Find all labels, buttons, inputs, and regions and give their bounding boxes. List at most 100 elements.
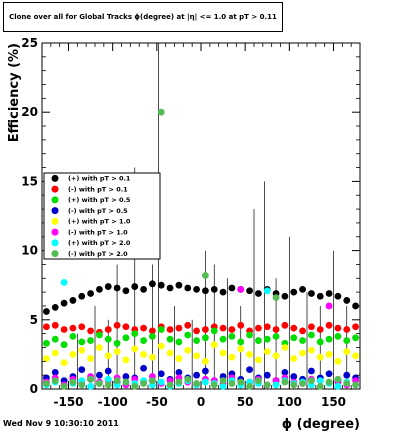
data-point: [308, 346, 315, 354]
legend-entry: (-) with pT > 2.0: [68, 250, 128, 258]
data-point: [113, 339, 121, 347]
data-point: [237, 378, 245, 386]
data-point: [316, 377, 324, 385]
data-point: [290, 373, 298, 380]
data-point: [149, 353, 156, 361]
data-point: [281, 321, 289, 329]
data-point: [113, 321, 121, 329]
data-point: [308, 367, 315, 375]
data-point: [219, 324, 227, 332]
data-point: [246, 287, 253, 295]
data-point: [87, 290, 94, 297]
data-point: [43, 339, 50, 347]
data-point: [60, 326, 68, 333]
data-point: [104, 335, 112, 343]
data-point: [210, 285, 218, 293]
data-point: [343, 337, 351, 344]
data-point: [69, 378, 77, 386]
data-point: [78, 381, 86, 389]
x-axis-label: ϕ (degree): [282, 417, 360, 432]
data-point: [308, 331, 315, 339]
data-point: [219, 382, 227, 390]
data-point: [157, 108, 165, 116]
x-tick-label: 50: [237, 395, 254, 409]
data-point: [255, 324, 262, 332]
legend-marker: [51, 217, 59, 225]
data-point: [290, 381, 298, 389]
data-point: [210, 381, 218, 389]
data-point: [281, 368, 289, 376]
data-point: [334, 375, 342, 383]
data-point: [175, 281, 183, 289]
data-point: [272, 326, 280, 333]
data-point: [166, 349, 174, 357]
data-point: [184, 321, 192, 329]
legend-entry: (+) with pT > 2.0: [68, 239, 131, 247]
data-point: [246, 366, 253, 374]
data-point: [325, 351, 333, 358]
data-point: [104, 381, 112, 389]
data-point: [272, 381, 280, 389]
data-point: [157, 281, 165, 289]
data-point: [140, 285, 147, 293]
y-axis-label: Efficiency (%): [7, 43, 22, 142]
data-point: [290, 324, 298, 332]
data-point: [175, 324, 183, 332]
x-tick-label: -150: [53, 395, 83, 409]
data-point: [352, 302, 359, 310]
data-point: [149, 377, 156, 385]
data-point: [104, 283, 112, 290]
data-point: [299, 327, 306, 335]
legend-entry: (+) with pT > 1.0: [68, 218, 131, 226]
data-point: [113, 348, 121, 356]
data-point: [87, 327, 94, 335]
data-point: [193, 285, 200, 293]
data-point: [299, 380, 306, 387]
data-point: [237, 285, 245, 293]
data-point: [334, 333, 342, 340]
data-point: [299, 285, 306, 293]
data-point: [255, 356, 262, 364]
data-point: [69, 351, 77, 358]
y-tick-label: 25: [21, 36, 38, 50]
data-point: [316, 382, 324, 390]
data-point: [104, 352, 112, 360]
data-point: [325, 321, 333, 329]
data-point: [51, 368, 59, 376]
data-point: [43, 380, 50, 387]
data-point: [96, 331, 103, 339]
data-point: [219, 377, 227, 385]
data-point: [140, 380, 147, 387]
data-point: [122, 356, 130, 364]
y-tick-label: 10: [21, 244, 38, 258]
data-point: [51, 321, 59, 329]
chart-title: Clone over all for Global Tracks ϕ(degre…: [3, 2, 283, 32]
data-point: [193, 380, 200, 387]
data-point: [237, 321, 245, 329]
data-point: [43, 355, 50, 362]
data-point: [246, 351, 253, 358]
legend-marker: [51, 174, 59, 182]
data-point: [122, 334, 130, 342]
data-point: [308, 377, 315, 385]
data-point: [78, 338, 86, 346]
data-point: [157, 342, 165, 350]
data-point: [316, 292, 324, 300]
data-point: [87, 375, 94, 383]
y-tick-label: 5: [30, 313, 38, 327]
data-point: [149, 280, 156, 288]
data-point: [60, 359, 68, 367]
data-point: [255, 337, 262, 344]
data-point: [246, 331, 253, 339]
data-point: [352, 352, 359, 360]
data-point: [140, 337, 147, 344]
data-point: [60, 299, 68, 307]
data-point: [140, 324, 147, 332]
data-point: [131, 345, 139, 353]
data-point: [325, 335, 333, 343]
footer-timestamp: Wed Nov 9 10:30:10 2011: [3, 419, 119, 428]
data-point: [131, 283, 139, 290]
data-point: [263, 371, 271, 379]
